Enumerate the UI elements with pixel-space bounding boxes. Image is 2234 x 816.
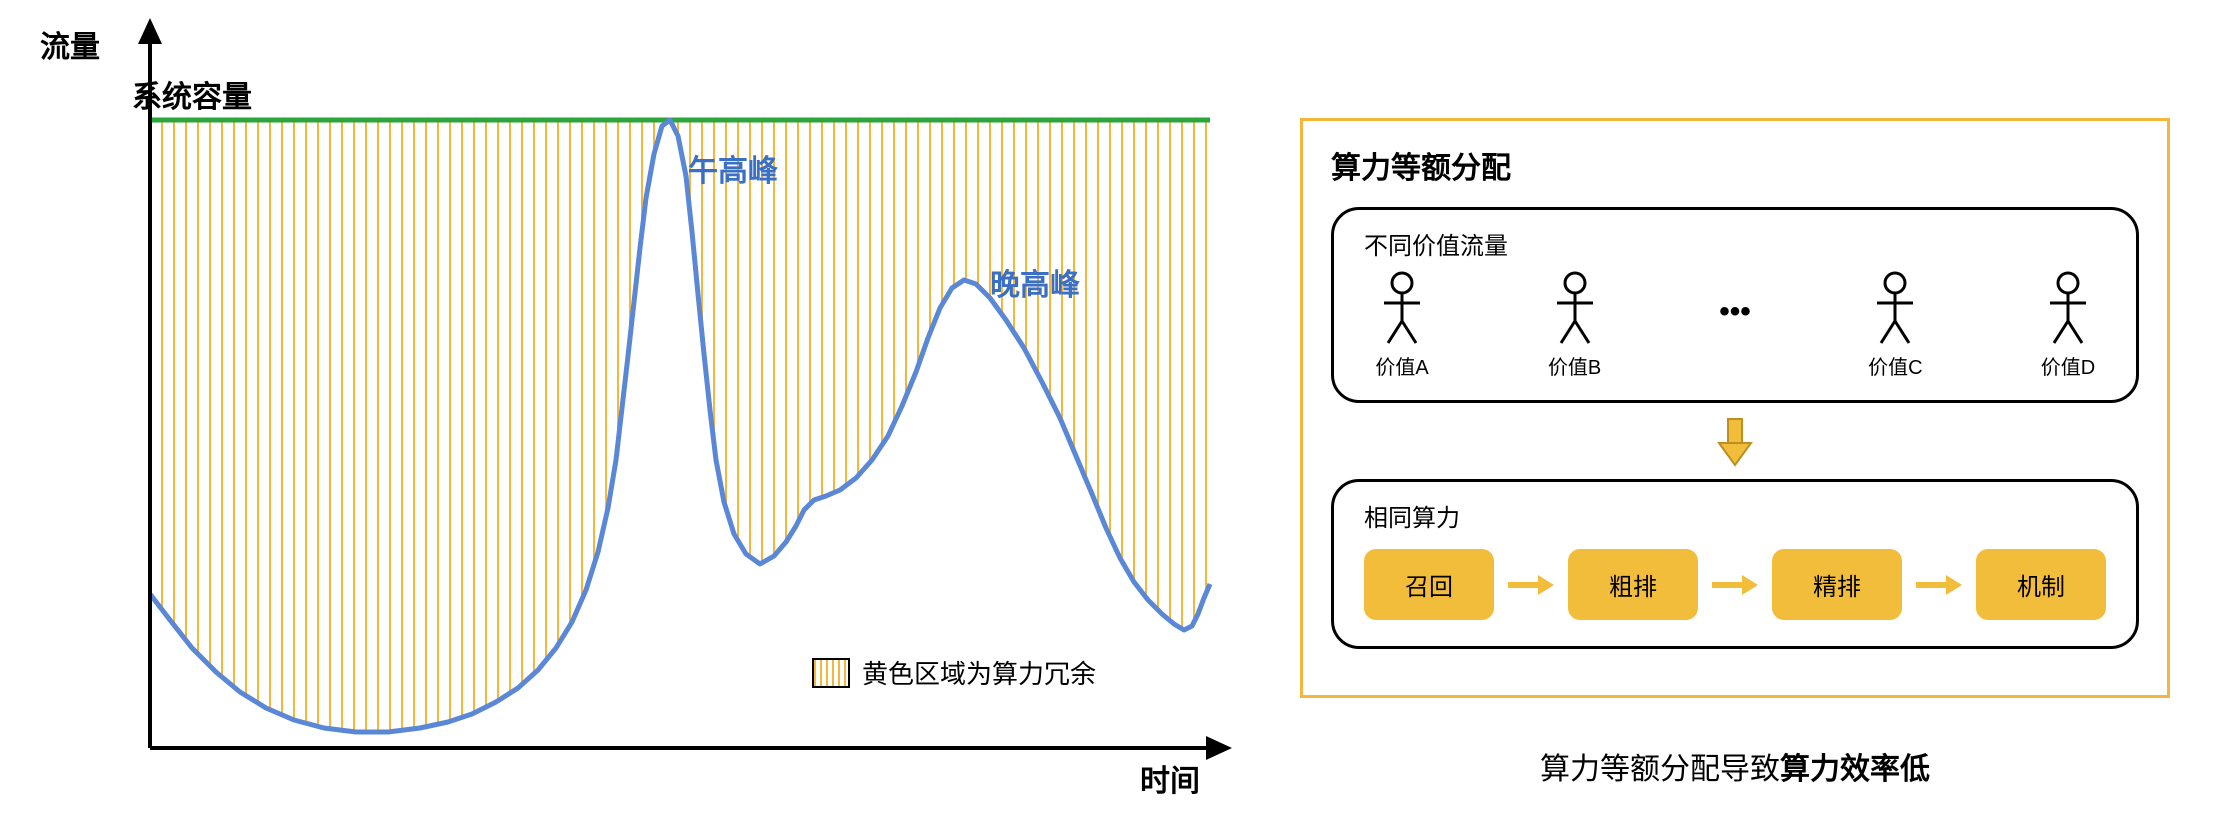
- person-icon: 价值B: [1547, 271, 1603, 380]
- y-axis-label: 流量: [40, 22, 100, 66]
- pipeline-stage: 召回: [1364, 549, 1494, 620]
- person-label: 价值B: [1548, 351, 1601, 380]
- person-label: 价值A: [1375, 351, 1428, 380]
- caption-bold: 算力效率低: [1780, 753, 1930, 786]
- pipeline-stage: 机制: [1976, 549, 2106, 620]
- pipeline-stage: 粗排: [1568, 549, 1698, 620]
- peak-noon-label: 午高峰: [688, 146, 778, 190]
- traffic-value-box: 不同价值流量 价值A 价值B ••• 价值C 价值D: [1331, 207, 2139, 403]
- pipeline-stage: 精排: [1772, 549, 1902, 620]
- pipeline-row: 召回 粗排 精排 机制: [1364, 543, 2106, 626]
- person-icon: 价值A: [1374, 271, 1430, 380]
- caption-prefix: 算力等额分配导致: [1540, 753, 1780, 786]
- outer-title: 算力等额分配: [1331, 143, 2139, 187]
- peak-evening-label: 晚高峰: [990, 260, 1080, 304]
- outer-box: 算力等额分配 不同价值流量 价值A 价值B ••• 价值C 价值D 相同算力 召回 粗排 精…: [1300, 118, 2170, 698]
- traffic-chart: 流量 系统容量 午高峰 晚高峰 黄色区域为算力冗余 时间: [40, 8, 1240, 808]
- person-label: 价值D: [2041, 351, 2095, 380]
- legend-text: 黄色区域为算力冗余: [862, 654, 1096, 691]
- legend-swatch: [812, 658, 850, 688]
- person-icon: 价值C: [1867, 271, 1923, 380]
- compute-label: 相同算力: [1364, 498, 2106, 533]
- ellipsis: •••: [1719, 295, 1751, 329]
- allocation-diagram: 算力等额分配 不同价值流量 价值A 价值B ••• 价值C 价值D 相同算力 召回 粗排 精…: [1300, 28, 2200, 788]
- compute-box: 相同算力 召回 粗排 精排 机制: [1331, 479, 2139, 649]
- legend: 黄色区域为算力冗余: [812, 654, 1096, 691]
- person-label: 价值C: [1868, 351, 1922, 380]
- caption: 算力等额分配导致算力效率低: [1300, 744, 2170, 788]
- traffic-value-label: 不同价值流量: [1364, 226, 2106, 261]
- people-row: 价值A 价值B ••• 价值C 价值D: [1364, 271, 2106, 380]
- capacity-label: 系统容量: [132, 72, 252, 116]
- x-axis-label: 时间: [1140, 756, 1200, 800]
- down-arrow: [1331, 417, 2139, 467]
- person-icon: 价值D: [2040, 271, 2096, 380]
